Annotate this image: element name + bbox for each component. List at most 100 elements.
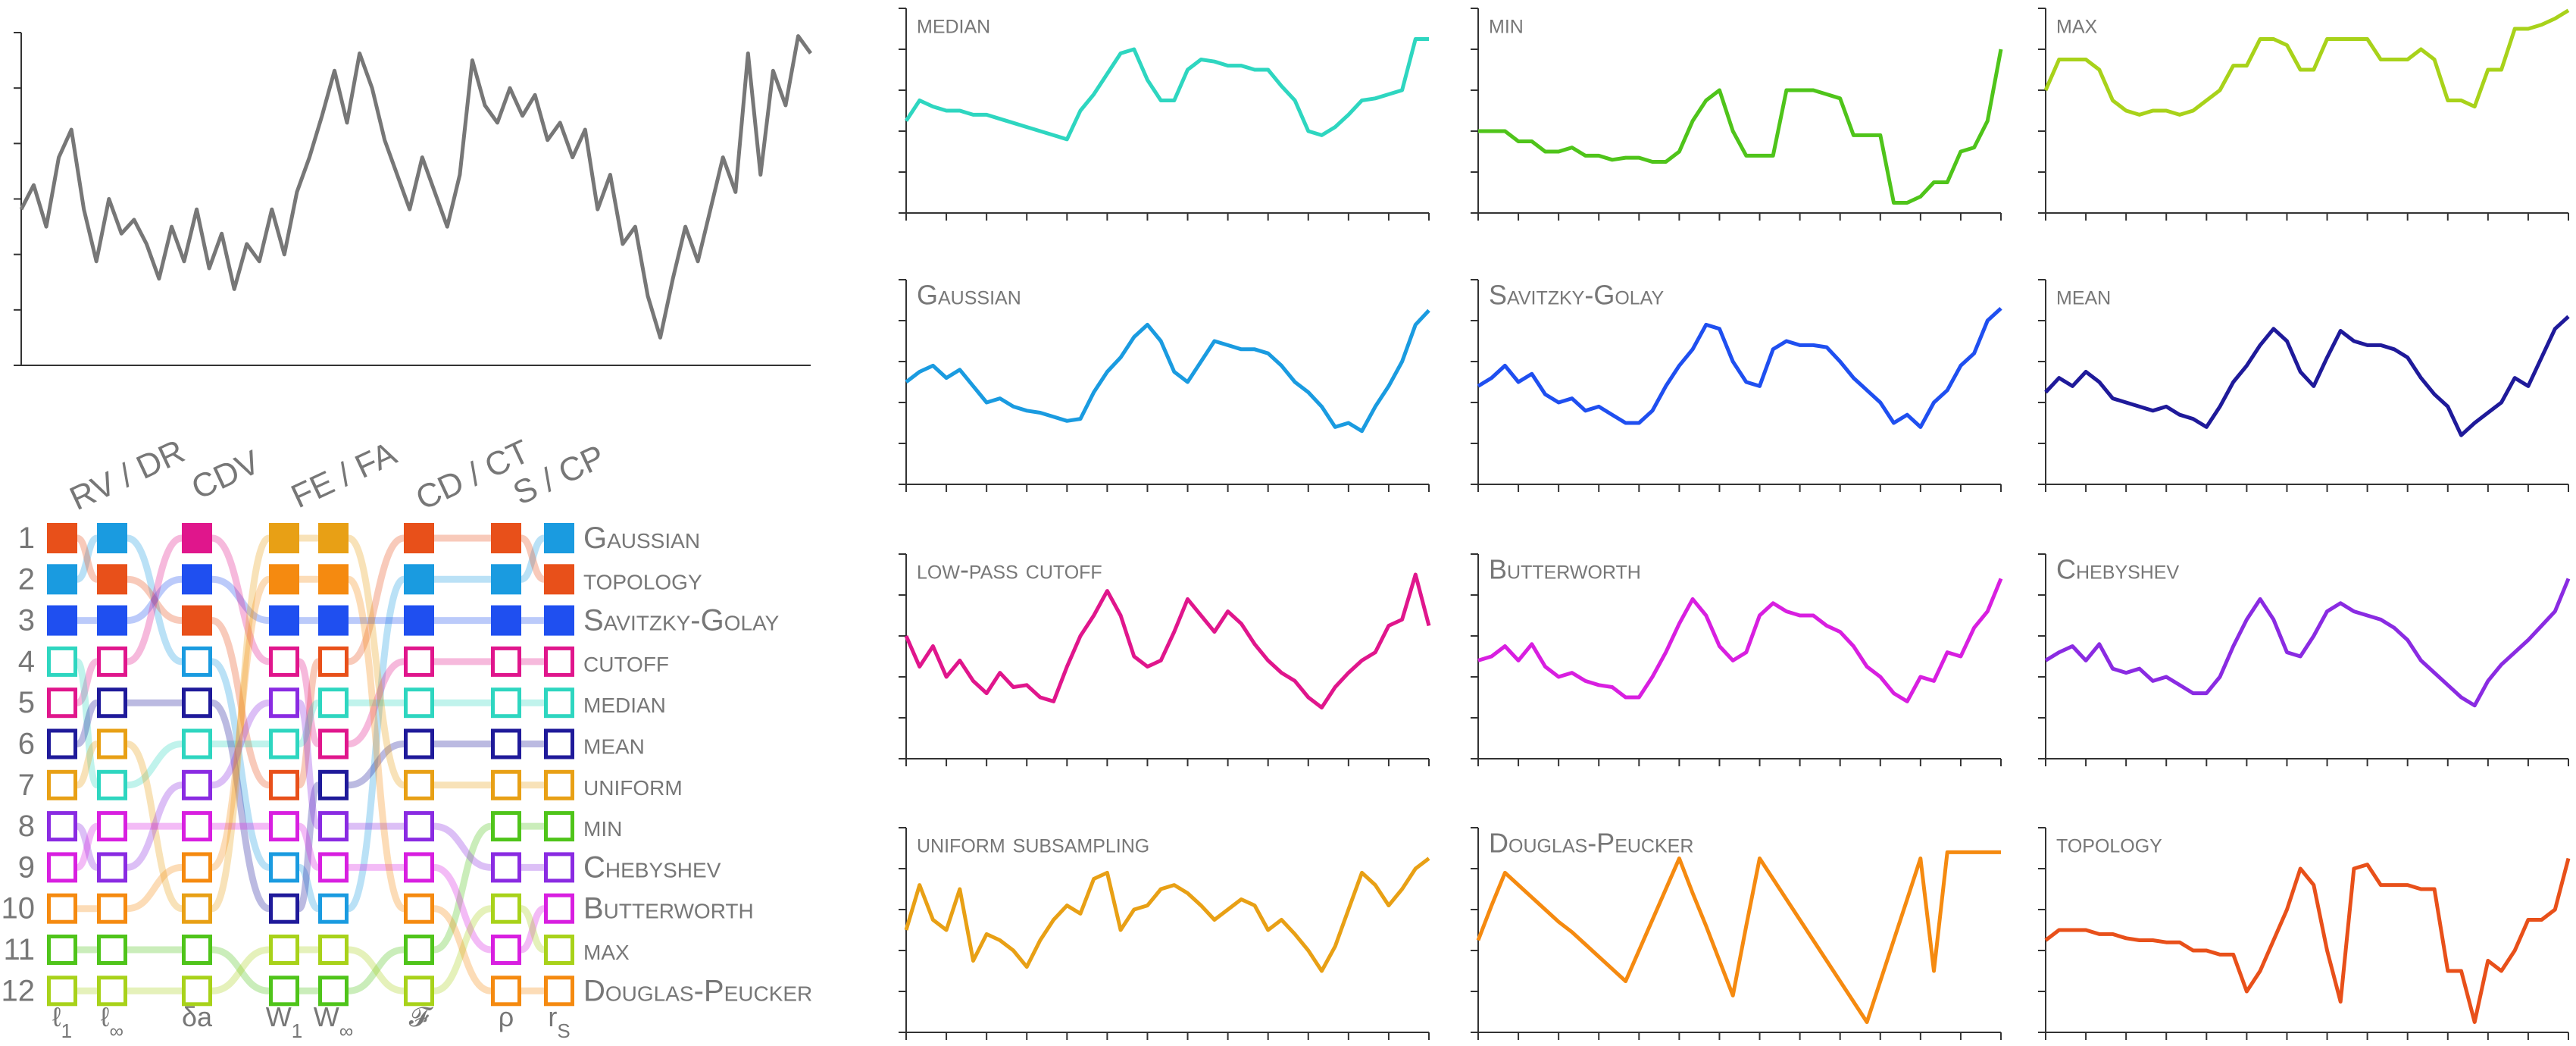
rank-square [404, 646, 434, 677]
rank-square [491, 893, 521, 924]
rank-square [491, 852, 521, 883]
chart-title: Gaussian [917, 279, 1021, 310]
rank-connection [76, 534, 98, 583]
method-label: mean [583, 728, 645, 761]
rank-square [182, 769, 212, 800]
rank-square [182, 976, 212, 1007]
rank-square [491, 976, 521, 1007]
metric-subscript: S [557, 1019, 570, 1042]
rank-square-filled [47, 564, 77, 595]
chart-title: low-pass cutoff [917, 553, 1102, 584]
rank-square-filled [97, 605, 127, 636]
rank-square [97, 646, 127, 677]
data-line [904, 857, 1430, 973]
rank-square [97, 811, 127, 842]
rank-square [544, 811, 574, 842]
rank-square [404, 893, 434, 924]
rank-square [269, 852, 299, 883]
rank-connection [76, 822, 98, 871]
method-label: min [583, 810, 622, 843]
rank-square [544, 646, 574, 677]
metric-label: W1 [266, 1001, 302, 1042]
method-label: Gaussian [583, 521, 700, 555]
rank-square-filled [318, 564, 349, 595]
rank-connection [348, 741, 405, 789]
rank-number: 7 [18, 769, 35, 802]
metric-subscript: 1 [61, 1019, 72, 1042]
rank-square [544, 687, 574, 719]
rank-square [182, 646, 212, 677]
rank-connection [76, 534, 98, 583]
rank-connection [346, 575, 406, 913]
rank-square [318, 811, 349, 842]
method-label: topology [583, 562, 702, 596]
rank-connection [76, 741, 98, 789]
rank-square [47, 852, 77, 883]
rank-square [182, 811, 212, 842]
rank-number: 8 [18, 810, 35, 843]
rank-square [47, 811, 77, 842]
rank-number: 1 [18, 521, 35, 555]
rank-square-filled [269, 564, 299, 595]
rank-connection [347, 534, 405, 665]
rank-square-filled [182, 523, 212, 553]
rank-square-filled [318, 523, 349, 553]
rank-square [491, 769, 521, 800]
rank-number: 12 [2, 974, 36, 1007]
rank-square [269, 769, 299, 800]
metric-symbol: W [314, 1001, 339, 1032]
data-line [905, 308, 1430, 434]
rank-square [269, 935, 299, 965]
rank-square-filled [404, 564, 434, 595]
rank-connection [298, 822, 320, 871]
data-line [904, 572, 1431, 709]
rank-connection [76, 699, 98, 747]
rank-square [404, 728, 434, 759]
method-label: max [583, 933, 630, 966]
rank-connection [211, 946, 270, 994]
rank-connection [298, 863, 320, 913]
rank-connection [127, 575, 183, 625]
data-line [2044, 578, 2571, 708]
rank-square-filled [404, 523, 434, 553]
rank-connection [348, 658, 405, 747]
rank-square [491, 935, 521, 965]
rank-connection [348, 946, 405, 994]
rank-square [97, 893, 127, 924]
rank-connection [126, 534, 183, 665]
data-line [2043, 8, 2570, 117]
rank-square [47, 687, 77, 719]
rank-connection [210, 534, 271, 913]
metric-subscript: ∞ [110, 1019, 124, 1042]
rank-connection [211, 946, 270, 994]
rank-square [269, 976, 299, 1007]
method-label: cutoff [583, 645, 669, 678]
rank-square [269, 811, 299, 842]
rank-connection [211, 699, 270, 913]
rank-connection [298, 699, 320, 747]
method-label: Savitzky-Golay [583, 604, 780, 637]
rank-square [544, 893, 574, 924]
metric-label: W∞ [314, 1001, 354, 1042]
metric-symbol: ρ [499, 1001, 514, 1032]
rank-square [404, 852, 434, 883]
rank-connection [211, 575, 270, 871]
rank-square [47, 769, 77, 800]
rank-connection [433, 905, 492, 994]
rank-connection [520, 534, 546, 583]
rank-connection [433, 905, 492, 994]
rank-square [404, 769, 434, 800]
rank-square [47, 646, 77, 677]
rank-square-filled [47, 605, 77, 636]
rank-square [269, 687, 299, 719]
data-line [2044, 315, 2570, 437]
chart-title: median [917, 8, 990, 39]
rank-square-filled [182, 605, 212, 636]
data-line [1477, 306, 2002, 429]
rank-square [97, 728, 127, 759]
rank-connection [127, 781, 183, 871]
rank-square [182, 852, 212, 883]
rank-connection [346, 575, 406, 913]
rank-square [97, 687, 127, 719]
metric-symbol: ℓ [52, 1001, 61, 1032]
